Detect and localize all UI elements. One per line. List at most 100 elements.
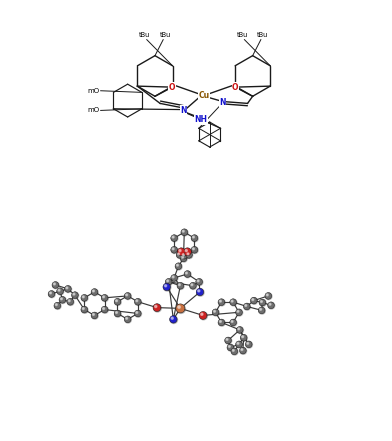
Circle shape	[251, 298, 258, 304]
Circle shape	[134, 310, 141, 317]
Circle shape	[177, 248, 185, 256]
Circle shape	[126, 294, 127, 296]
Circle shape	[171, 317, 173, 319]
Circle shape	[60, 298, 62, 300]
Circle shape	[240, 334, 247, 341]
Circle shape	[49, 291, 55, 298]
Circle shape	[212, 310, 219, 316]
Circle shape	[243, 303, 250, 310]
Circle shape	[59, 296, 66, 303]
Circle shape	[176, 304, 185, 313]
Circle shape	[82, 308, 84, 310]
Circle shape	[91, 313, 98, 319]
Circle shape	[82, 296, 84, 298]
Circle shape	[218, 319, 225, 326]
Circle shape	[250, 297, 257, 304]
Circle shape	[226, 339, 228, 340]
Circle shape	[114, 310, 121, 317]
Circle shape	[200, 312, 207, 320]
Circle shape	[52, 282, 59, 288]
Circle shape	[186, 251, 192, 258]
Circle shape	[49, 292, 51, 294]
Circle shape	[178, 248, 185, 256]
Circle shape	[236, 309, 242, 316]
Circle shape	[218, 299, 225, 306]
Circle shape	[201, 313, 203, 315]
Circle shape	[171, 275, 178, 281]
Circle shape	[246, 341, 252, 348]
Circle shape	[54, 303, 61, 310]
Circle shape	[231, 321, 233, 322]
Text: tBu: tBu	[237, 32, 248, 37]
Circle shape	[181, 257, 183, 258]
Circle shape	[238, 328, 240, 330]
Circle shape	[53, 283, 55, 285]
Circle shape	[191, 247, 198, 253]
Circle shape	[91, 312, 98, 319]
Circle shape	[48, 291, 55, 297]
Circle shape	[218, 320, 225, 326]
Circle shape	[182, 254, 184, 256]
Circle shape	[163, 284, 171, 291]
Circle shape	[236, 326, 243, 333]
Circle shape	[176, 304, 185, 314]
Circle shape	[218, 299, 225, 306]
Circle shape	[91, 289, 98, 296]
Circle shape	[237, 310, 239, 312]
Circle shape	[240, 348, 247, 354]
Circle shape	[155, 305, 157, 307]
Circle shape	[124, 292, 131, 299]
Circle shape	[220, 300, 221, 302]
Circle shape	[181, 229, 188, 236]
Circle shape	[67, 299, 74, 305]
Circle shape	[165, 285, 167, 287]
Circle shape	[268, 302, 274, 309]
Circle shape	[192, 247, 198, 254]
Text: O: O	[169, 82, 176, 92]
Text: mO: mO	[87, 108, 100, 113]
Circle shape	[265, 293, 272, 299]
Circle shape	[166, 279, 172, 285]
Circle shape	[93, 314, 94, 315]
Circle shape	[134, 299, 141, 305]
Circle shape	[237, 327, 243, 333]
Circle shape	[103, 296, 105, 298]
Circle shape	[165, 279, 172, 285]
Circle shape	[81, 295, 88, 301]
Circle shape	[191, 235, 198, 241]
Circle shape	[212, 309, 219, 316]
Circle shape	[191, 284, 193, 286]
Circle shape	[183, 248, 191, 256]
Circle shape	[231, 300, 233, 302]
Circle shape	[259, 299, 266, 306]
Circle shape	[237, 342, 239, 344]
Circle shape	[167, 280, 169, 282]
Circle shape	[185, 271, 191, 278]
Circle shape	[192, 236, 194, 238]
Circle shape	[53, 282, 59, 289]
Circle shape	[178, 306, 180, 308]
Circle shape	[114, 299, 121, 305]
Circle shape	[114, 299, 121, 306]
Circle shape	[124, 316, 131, 323]
Circle shape	[260, 301, 262, 303]
Text: N: N	[219, 98, 226, 107]
Circle shape	[190, 282, 196, 289]
Circle shape	[227, 344, 234, 351]
Circle shape	[269, 303, 271, 305]
Circle shape	[192, 235, 198, 242]
Circle shape	[181, 255, 187, 262]
Circle shape	[241, 349, 243, 351]
Circle shape	[171, 235, 178, 241]
Circle shape	[172, 248, 174, 250]
Circle shape	[245, 304, 247, 306]
Circle shape	[67, 299, 74, 306]
Circle shape	[176, 264, 178, 266]
Circle shape	[231, 348, 238, 355]
Circle shape	[236, 341, 242, 348]
Text: mO: mO	[87, 88, 100, 94]
Circle shape	[241, 335, 247, 341]
Circle shape	[126, 318, 127, 319]
Circle shape	[220, 321, 221, 322]
Circle shape	[245, 341, 252, 348]
